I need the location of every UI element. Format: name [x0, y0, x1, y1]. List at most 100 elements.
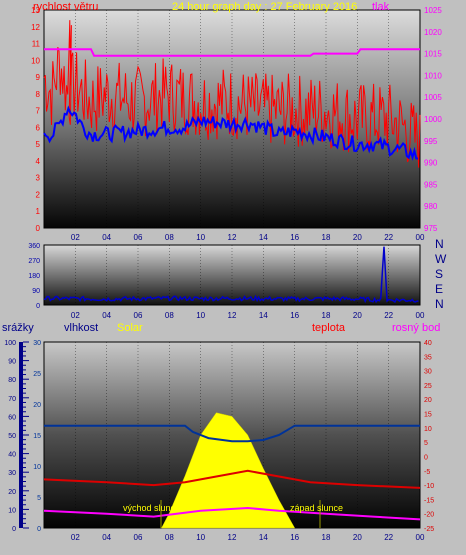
direction-axis-tick: 180	[28, 273, 40, 280]
x-tick-label: 22	[384, 533, 393, 542]
x-tick-label: 02	[71, 533, 80, 542]
wind-axis-tick: 0	[36, 224, 41, 233]
x-tick-label: 20	[353, 533, 362, 542]
solar-label: Solar	[117, 322, 143, 334]
x-tick-label: 00	[416, 233, 425, 242]
x-tick-label: 18	[322, 311, 331, 320]
x-tick-label: 18	[322, 233, 331, 242]
temperature-series	[43, 469, 421, 489]
pressure-axis-tick: 1005	[424, 93, 442, 102]
temperature-axis-tick: 0	[424, 454, 428, 461]
direction-w: W	[435, 252, 447, 266]
humidity-axis-tick: 25	[33, 371, 41, 378]
rain-axis-tick: 70	[8, 396, 16, 403]
x-tick-label: 14	[259, 311, 268, 320]
x-tick-label: 00	[416, 311, 425, 320]
pressure-axis-tick: 980	[424, 202, 438, 211]
pressure-label: tlak	[372, 1, 390, 13]
rain-axis-tick: 80	[8, 377, 16, 384]
x-tick-label: 12	[228, 533, 237, 542]
direction-axis-tick: 90	[32, 288, 40, 295]
wind-axis-tick: 6	[36, 123, 41, 132]
humidity-axis-tick: 15	[33, 433, 41, 440]
x-tick-label: 16	[290, 233, 299, 242]
x-tick-label: 16	[290, 533, 299, 542]
x-tick-label: 02	[71, 311, 80, 320]
x-tick-label: 12	[228, 233, 237, 242]
wind-axis-tick: 12	[31, 23, 40, 32]
x-tick-label: 06	[134, 533, 143, 542]
pressure-axis-tick: 995	[424, 137, 438, 146]
temperature-axis-tick: 5	[424, 440, 428, 447]
temperature-axis-tick: -15	[424, 497, 434, 504]
temperature-axis-tick: 25	[424, 383, 432, 390]
rain-axis-tick: 100	[4, 340, 16, 347]
wind-speed-series	[43, 20, 421, 168]
pressure-axis-tick: 985	[424, 180, 438, 189]
rain-axis-tick: 30	[8, 470, 16, 477]
rain-axis-tick: 90	[8, 359, 16, 366]
temperature-axis-tick: -20	[424, 512, 434, 519]
wind-speed-label: rychlost větru	[33, 1, 99, 13]
direction-axis-tick: 0	[36, 303, 40, 310]
pressure-axis-tick: 990	[424, 159, 438, 168]
wind-direction-series	[43, 246, 419, 304]
humidity-label: vlhkost	[64, 322, 99, 334]
x-tick-label: 02	[71, 233, 80, 242]
x-tick-label: 04	[102, 533, 111, 542]
rain-gauge-ticks	[23, 341, 29, 529]
x-tick-label: 14	[259, 533, 268, 542]
wind-axis-tick: 3	[36, 174, 41, 183]
direction-axis-tick: 270	[28, 258, 40, 265]
pressure-axis-tick: 975	[424, 224, 438, 233]
humidity-axis-tick: 30	[33, 340, 41, 347]
humidity-axis-tick: 20	[33, 402, 41, 409]
humidity-axis-tick: 5	[37, 495, 41, 502]
wind-axis-tick: 2	[36, 190, 41, 199]
x-tick-label: 06	[134, 311, 143, 320]
x-tick-label: 16	[290, 311, 299, 320]
x-tick-label: 10	[196, 233, 205, 242]
wind-axis-tick: 1	[36, 207, 41, 216]
x-tick-label: 00	[416, 533, 425, 542]
wind-axis-tick: 10	[31, 56, 40, 65]
x-tick-label: 10	[196, 533, 205, 542]
temperature-axis-tick: 30	[424, 369, 432, 376]
wind-axis-tick: 9	[36, 73, 41, 82]
pressure-axis-tick: 1015	[424, 50, 442, 59]
rain-axis-tick: 10	[8, 507, 16, 514]
x-tick-label: 20	[353, 311, 362, 320]
graph-title: 24 hour graph day : 27 February 2016	[172, 1, 358, 13]
x-tick-label: 08	[165, 311, 174, 320]
direction-e: E	[435, 282, 444, 296]
rain-axis-tick: 60	[8, 414, 16, 421]
x-tick-label: 10	[196, 311, 205, 320]
temperature-axis-tick: 10	[424, 426, 432, 433]
wind-axis-tick: 8	[36, 90, 41, 99]
humidity-axis-tick: 0	[37, 526, 41, 533]
x-tick-label: 22	[384, 311, 393, 320]
x-tick-label: 04	[102, 233, 111, 242]
temperature-axis-tick: -10	[424, 483, 434, 490]
wind-axis-tick: 11	[32, 40, 41, 49]
pressure-series	[44, 48, 420, 57]
temperature-axis-tick: 15	[424, 412, 432, 419]
x-tick-label: 20	[353, 233, 362, 242]
rain-gauge	[19, 342, 23, 528]
rain-axis-tick: 50	[8, 433, 16, 440]
x-tick-label: 22	[384, 233, 393, 242]
temperature-axis-tick: -25	[424, 526, 434, 533]
temperature-label: teplota	[312, 322, 346, 334]
pressure-axis-tick: 1010	[424, 71, 442, 80]
pressure-axis-tick: 1025	[424, 6, 442, 15]
humidity-axis-tick: 10	[33, 464, 41, 471]
direction-n-top: N	[435, 237, 444, 251]
wind-axis-tick: 13	[31, 6, 40, 15]
temperature-axis-tick: -5	[424, 469, 430, 476]
rain-label: srážky	[2, 322, 34, 334]
wind-axis-tick: 4	[36, 157, 41, 166]
average-speed-series	[43, 105, 419, 162]
temperature-axis-tick: 20	[424, 397, 432, 404]
pressure-axis-tick: 1020	[424, 28, 442, 37]
